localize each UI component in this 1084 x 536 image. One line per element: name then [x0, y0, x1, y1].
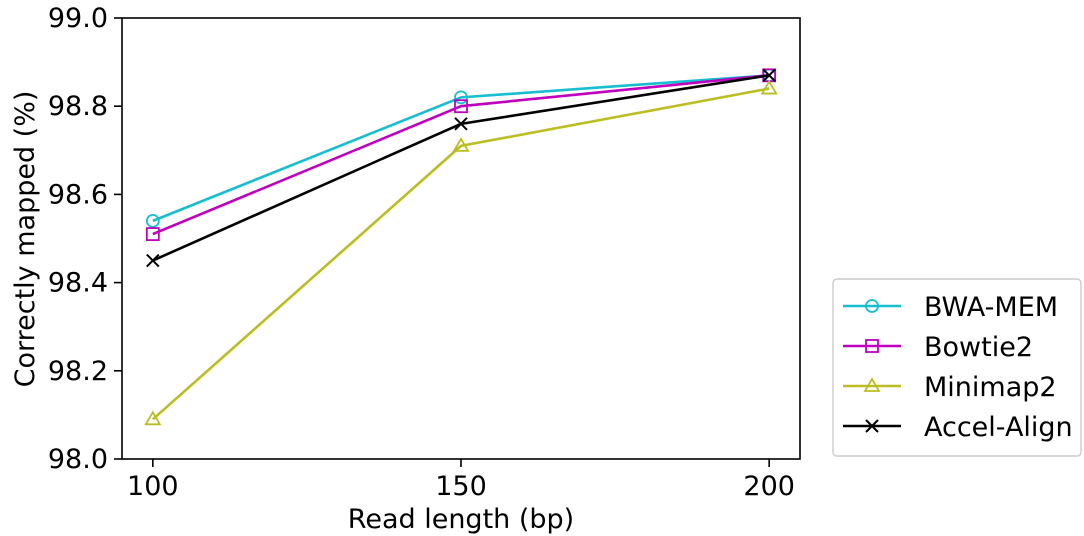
x-marker-stroke	[454, 117, 468, 131]
legend-label-bwa-mem: BWA-MEM	[924, 292, 1058, 323]
y-tick-label: 98.2	[48, 356, 108, 387]
x-axis-label: Read length (bp)	[348, 504, 574, 535]
data-point-minimap2	[144, 410, 162, 426]
legend-label-minimap2: Minimap2	[924, 372, 1057, 403]
data-point-bowtie2	[145, 227, 160, 241]
data-point-accel-align	[762, 68, 776, 83]
legend-box	[832, 278, 1082, 457]
y-tick-label: 99.0	[48, 3, 108, 34]
series-line-bwa-mem	[152, 74, 770, 223]
x-marker-stroke	[762, 68, 776, 83]
y-tick-label: 98.8	[48, 91, 108, 122]
legend-marker-accel-align	[865, 419, 879, 433]
plot-area: 100 150 200 98.0 98.2 98.4 98.6 98.8 99.0	[48, 3, 801, 502]
y-tick-label: 98.4	[48, 268, 108, 299]
legend-label-accel-align: Accel-Align	[924, 412, 1073, 443]
x-tick-label: 200	[743, 471, 795, 502]
series-line-minimap2	[151, 87, 770, 421]
legend-marker-bowtie2	[865, 339, 879, 353]
data-point-bwa-mem	[454, 90, 468, 105]
y-tick-label: 98.0	[48, 444, 108, 475]
legend-marker-bwa-mem	[865, 299, 879, 313]
x-tick-label: 100	[127, 471, 179, 502]
x-marker-stroke	[865, 419, 879, 433]
legend-label-bowtie2: Bowtie2	[924, 332, 1033, 363]
data-point-accel-align	[146, 253, 160, 268]
data-point-bwa-mem	[145, 213, 160, 228]
legend: BWA-MEM Bowtie2 Minimap2 Accel-Align	[832, 278, 1082, 457]
legend-marker-minimap2	[863, 377, 881, 392]
x-tick-label: 150	[435, 471, 487, 502]
y-axis-label: Correctly mapped (%)	[10, 91, 41, 388]
data-point-accel-align	[454, 117, 468, 131]
series-line-bowtie2	[152, 74, 770, 236]
y-tick-label: 98.6	[48, 179, 108, 210]
data-point-bowtie2	[454, 99, 468, 114]
plot-frame	[121, 17, 801, 460]
data-point-minimap2	[452, 137, 470, 152]
x-marker-stroke	[146, 253, 160, 268]
data-point-minimap2	[760, 79, 778, 95]
